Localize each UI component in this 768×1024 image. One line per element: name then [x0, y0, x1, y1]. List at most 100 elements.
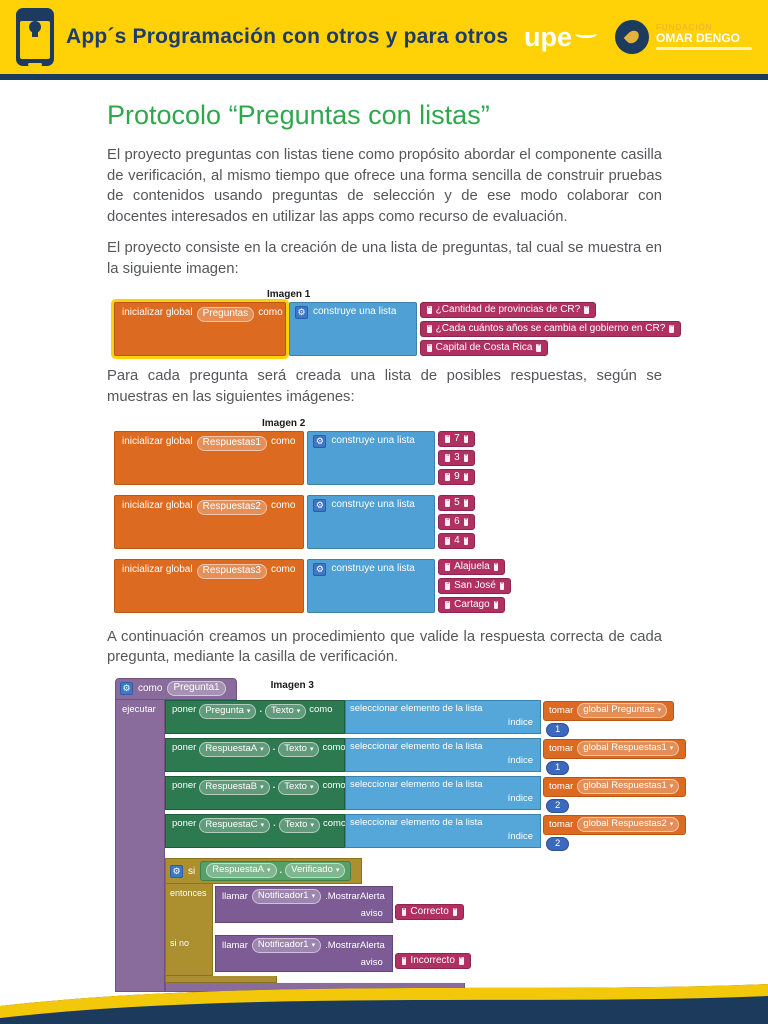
setter-row: poner RespuestaC ▾ . Texto ▾ como seleccio… — [165, 814, 687, 852]
variable-dropdown: global Respuestas2 ▾ — [577, 817, 680, 833]
variable-name-field: Respuestas1 — [196, 435, 267, 451]
text-string-block: Correcto — [394, 904, 465, 921]
init-global-block: inicializar global Respuestas3 como — [114, 558, 305, 613]
set-property-block: poner RespuestaC ▾ . Texto ▾ como — [165, 814, 346, 849]
if-branch-rail: entonces si no — [165, 884, 213, 977]
procedure-name-field: Pregunta1 — [167, 681, 226, 697]
chevron-down-icon: ▾ — [260, 745, 264, 753]
init-global-block: inicializar global Respuestas2 como — [114, 494, 305, 549]
property-dropdown: Texto ▾ — [278, 818, 320, 834]
chevron-down-icon: ▾ — [246, 707, 251, 715]
text-string-block: ¿Cada cuántos años se cambia el gobierno… — [420, 321, 681, 338]
footer-wave — [0, 960, 768, 1024]
chevron-down-icon: ▾ — [335, 866, 340, 874]
number-block: 2 — [546, 837, 570, 852]
paragraph-answers: Para cada pregunta será creada una lista… — [107, 368, 662, 405]
chevron-down-icon: ▾ — [657, 706, 662, 714]
app-logo-icon — [16, 8, 54, 66]
if-block-foot — [165, 976, 277, 984]
mutator-gear-icon: ⚙ — [170, 864, 183, 878]
imagen3-blocks: ⚙ como Pregunta1 Imagen 3 ejecutar poner… — [115, 678, 687, 993]
text-string-block: 6 — [438, 513, 476, 530]
text-string-block: 7 — [438, 430, 476, 447]
mutator-gear-icon: ⚙ — [295, 306, 308, 320]
get-global-block: tomar global Preguntas ▾ — [543, 701, 675, 722]
component-dropdown: Notificador1 ▾ — [251, 889, 322, 905]
select-list-item-block: seleccionar elemento de la lista índice — [345, 814, 541, 849]
mutator-gear-icon: ⚙ — [313, 498, 327, 512]
get-global-block: tomar global Respuestas1 ▾ — [543, 739, 687, 760]
imagen1-blocks: inicializar global Preguntas como ⚙ cons… — [114, 302, 681, 357]
text-string-block: Incorrecto — [394, 953, 471, 970]
select-list-item-block: seleccionar elemento de la lista índice — [345, 700, 541, 735]
omar-dengo-logo: FUNDACIÓN OMAR DENGO — [615, 20, 752, 54]
text-string-block: 9 — [438, 468, 476, 485]
imagen2-group-2: inicializar global Respuestas2 como ⚙ co… — [114, 494, 662, 549]
page-content: Protocolo “Preguntas con listas” El proy… — [0, 80, 768, 993]
mutator-gear-icon: ⚙ — [313, 434, 327, 448]
chevron-down-icon: ▾ — [267, 866, 271, 874]
text-string-block: 4 — [438, 532, 476, 549]
flame-icon — [615, 20, 649, 54]
variable-name-field: Preguntas — [196, 307, 255, 323]
chevron-down-icon: ▾ — [311, 892, 316, 900]
text-string-block: San José — [438, 577, 512, 594]
set-property-block: poner RespuestaB ▾ . Texto ▾ como — [165, 776, 346, 811]
imagen3-caption: Imagen 3 — [270, 680, 314, 692]
property-getter-block: RespuestaA ▾ . Verificado ▾ — [200, 861, 352, 882]
variable-dropdown: global Preguntas ▾ — [577, 703, 668, 719]
imagen2-caption: Imagen 2 — [262, 417, 306, 429]
page-title: Protocolo “Preguntas con listas” — [107, 100, 490, 130]
component-dropdown: RespuestaB ▾ — [199, 780, 270, 796]
text-string-block: 5 — [438, 494, 476, 511]
else-branch: llamar Notificador1 ▾ .MostrarAlerta avis… — [215, 935, 471, 973]
variable-dropdown: global Respuestas1 ▾ — [577, 779, 680, 795]
text-string-block: Capital de Costa Rica — [420, 340, 549, 357]
chevron-down-icon: ▾ — [669, 744, 674, 752]
text-string-block: Cartago — [438, 596, 506, 613]
number-block: 2 — [546, 799, 570, 814]
chevron-down-icon: ▾ — [310, 821, 314, 829]
property-dropdown: Verificado ▾ — [285, 863, 346, 879]
chevron-down-icon: ▾ — [311, 941, 316, 949]
property-dropdown: Texto ▾ — [265, 704, 307, 720]
call-method-block: llamar Notificador1 ▾ .MostrarAlerta avis… — [215, 935, 393, 973]
fundacion-tagline — [656, 47, 752, 51]
setter-row: poner Pregunta ▾ . Texto ▾ como selecciona… — [165, 700, 686, 738]
chevron-down-icon: ▾ — [309, 783, 314, 791]
imagen2-group-3: inicializar global Respuestas3 como ⚙ co… — [114, 558, 662, 613]
number-block: 1 — [546, 723, 570, 738]
number-block: 1 — [546, 761, 570, 776]
chevron-down-icon: ▾ — [309, 745, 314, 753]
chevron-down-icon: ▾ — [260, 821, 265, 829]
chevron-down-icon: ▾ — [669, 820, 674, 828]
imagen1-caption: Imagen 1 — [267, 289, 311, 301]
if-else-block: ⚙ si RespuestaA ▾ . Verificado ▾ entonces — [165, 858, 471, 984]
header-title: App´s Programación con otros y para otro… — [66, 25, 509, 48]
select-list-item-block: seleccionar elemento de la lista índice — [345, 776, 541, 811]
text-string-block: 3 — [438, 449, 476, 466]
variable-name-field: Respuestas2 — [196, 499, 267, 515]
chevron-down-icon: ▾ — [296, 707, 301, 715]
select-list-item-block: seleccionar elemento de la lista índice — [345, 738, 541, 773]
make-list-block: ⚙ construye una lista — [307, 494, 436, 549]
variable-dropdown: global Respuestas1 ▾ — [577, 741, 680, 757]
text-string-block: ¿Cantidad de provincias de CR? — [420, 302, 596, 319]
paragraph-intro: El proyecto preguntas con listas tiene c… — [107, 147, 662, 226]
init-global-block: inicializar global Respuestas1 como — [114, 430, 305, 485]
procedure-do-rail: ejecutar — [115, 700, 165, 993]
get-global-block: tomar global Respuestas1 ▾ — [543, 777, 687, 798]
component-dropdown: RespuestaC ▾ — [199, 818, 271, 834]
property-dropdown: Texto ▾ — [278, 780, 320, 796]
make-list-block: ⚙ construye una lista — [307, 558, 436, 613]
get-global-block: tomar global Respuestas2 ▾ — [543, 815, 687, 836]
property-dropdown: Texto ▾ — [278, 742, 320, 758]
chevron-down-icon: ▾ — [260, 783, 264, 791]
set-property-block: poner RespuestaA ▾ . Texto ▾ como — [165, 738, 346, 773]
header-banner: App´s Programación con otros y para otro… — [0, 0, 768, 80]
paragraph-procedure: A continuación creamos un procedimiento … — [107, 628, 662, 666]
component-dropdown: Notificador1 ▾ — [251, 938, 322, 954]
paragraph-project: El proyecto consiste en la creación de u… — [107, 239, 662, 277]
upe-swoosh-icon — [575, 30, 597, 38]
